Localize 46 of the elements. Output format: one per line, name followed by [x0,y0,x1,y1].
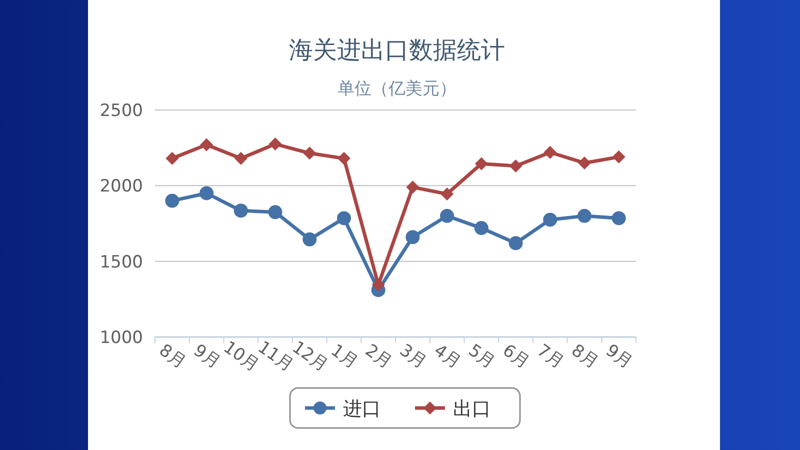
point [544,146,557,159]
point [474,221,488,236]
x-tick-label: 8月 [568,340,602,373]
y-tick-label: 2000 [100,176,143,197]
point [474,157,488,170]
chart-subtitle: 单位（亿美元） [338,79,456,99]
point [406,230,420,244]
x-tick-label: 8月 [155,340,190,373]
x-tick-label: 7月 [533,340,568,373]
x-tick-label: 1月 [327,340,362,373]
point [268,205,282,220]
point [612,150,626,164]
y-tick-label: 1000 [100,328,143,348]
x-tick-label: 9月 [190,340,224,373]
point [200,138,214,152]
point [508,236,523,250]
point [578,156,591,170]
point [612,211,626,226]
point [165,194,180,208]
x-tick-label: 4月 [430,340,464,373]
point [440,208,454,223]
x-tick-label: 2月 [361,340,396,373]
legend-label: 出口 [453,398,491,420]
x-tick-label: 5月 [464,340,499,373]
point [440,187,454,200]
point [166,152,179,165]
x-tick-label: 3月 [396,340,430,373]
y-tick-label: 1500 [100,252,143,272]
point [200,186,214,200]
point [577,208,592,223]
point [543,212,558,227]
x-tick-label: 9月 [602,340,636,373]
point [336,211,351,226]
point [372,278,385,292]
point [337,152,350,165]
legend-label: 进口 [343,398,381,420]
x-tick-label: 6月 [498,340,534,373]
y-tick-label: 2500 [100,101,143,121]
point [234,204,248,218]
point [302,232,317,246]
point [268,138,282,151]
chart-title: 海关进出口数据统计 [289,36,505,64]
point [509,159,522,172]
point [406,180,420,194]
point [303,146,316,160]
point [234,152,248,165]
